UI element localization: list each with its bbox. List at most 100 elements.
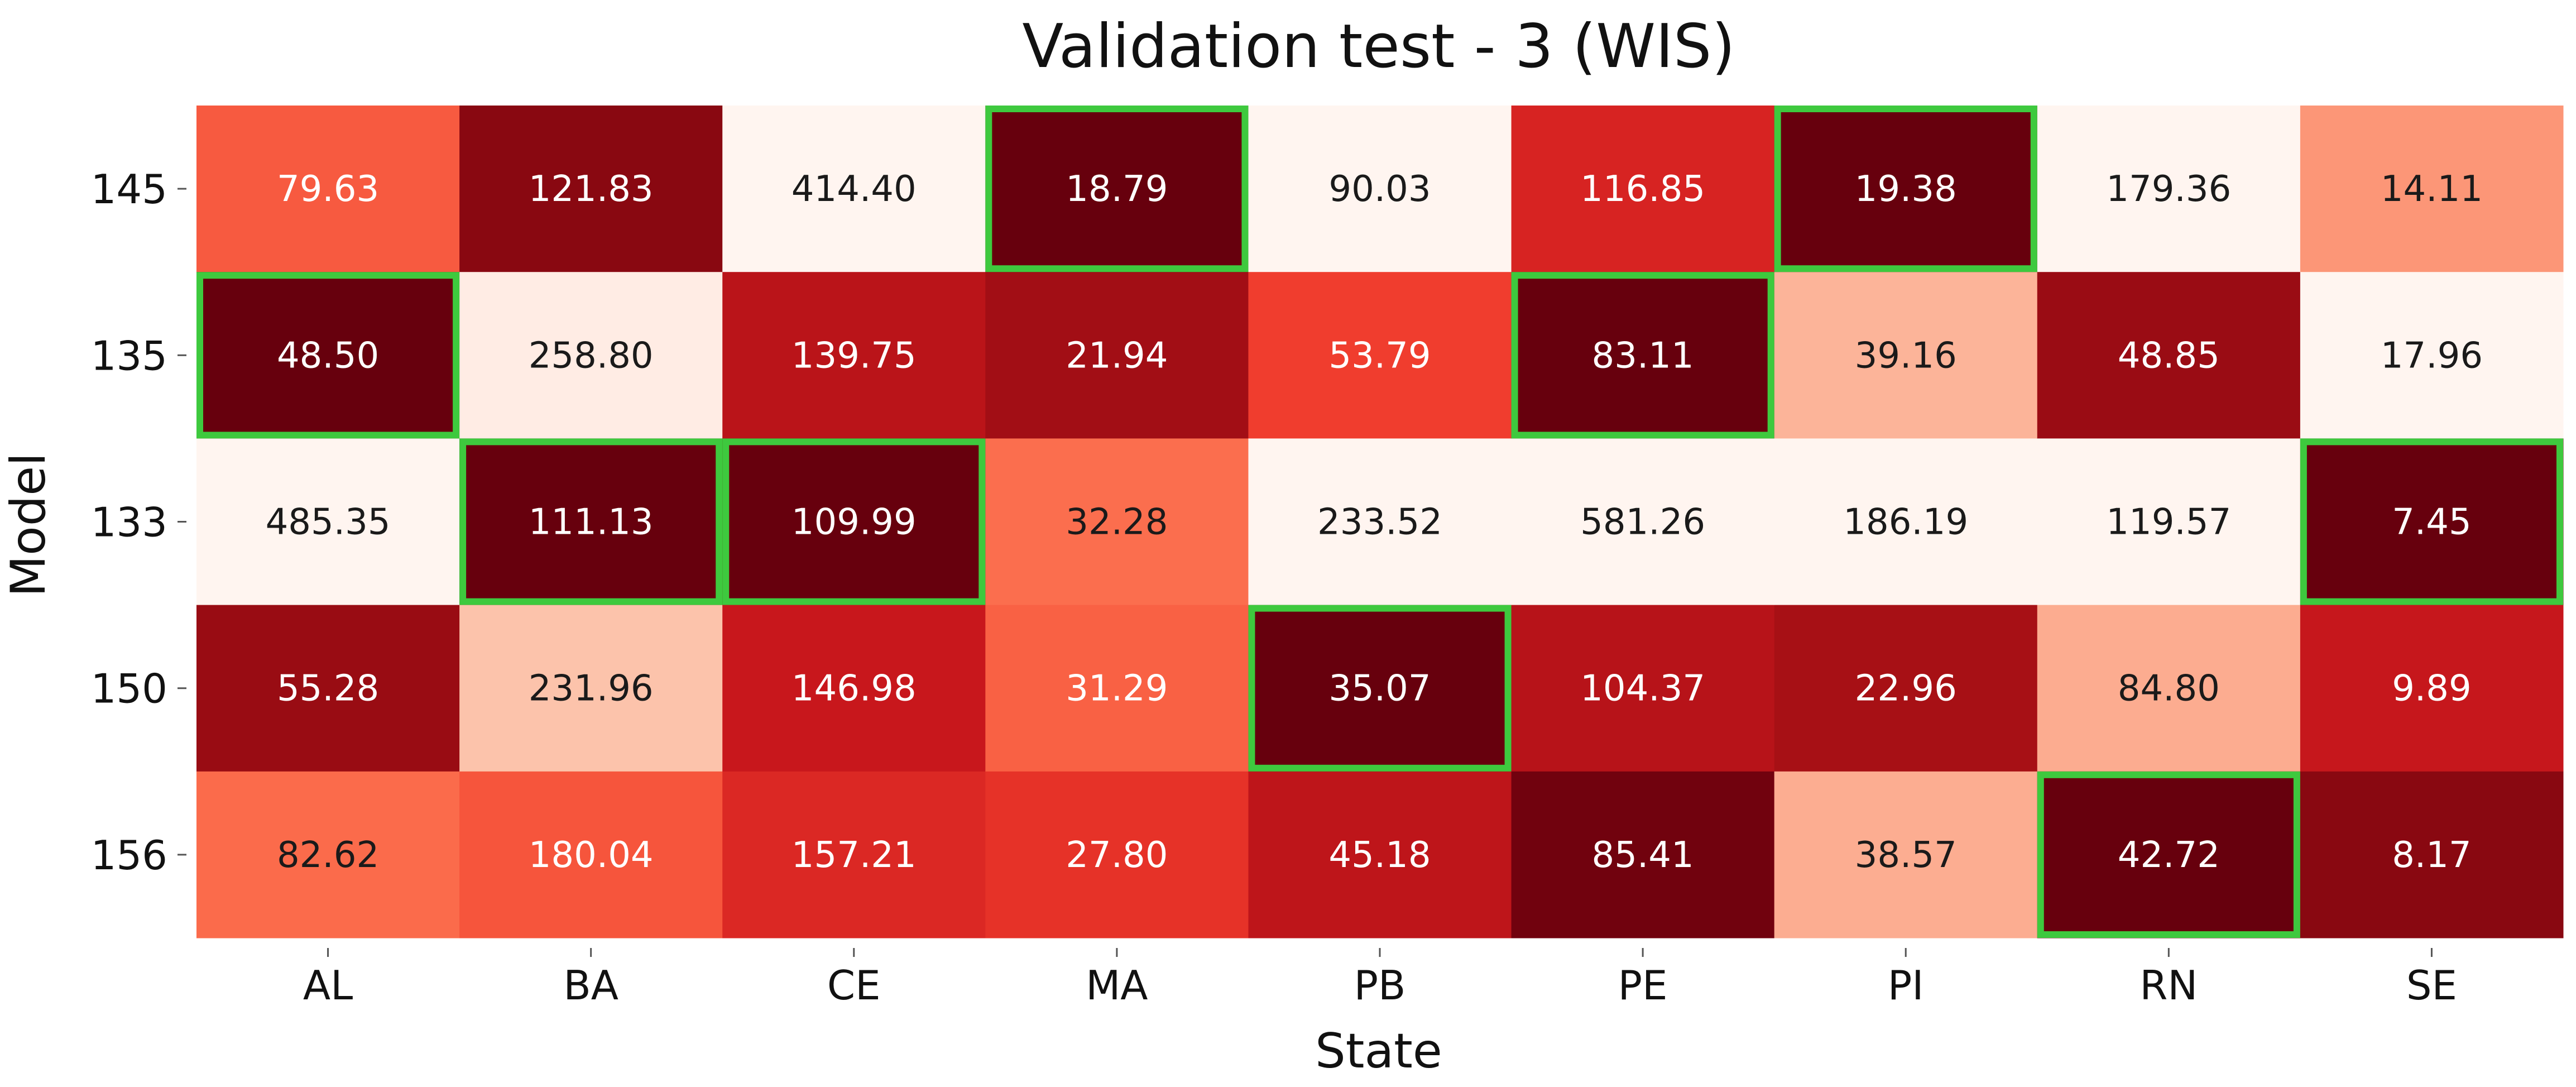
cell-value-label-135-PB: 53.79 <box>1328 335 1431 376</box>
min-highlight-AL <box>196 272 460 439</box>
heatmap-cell-150-MA <box>985 605 1249 772</box>
min-highlight-RN <box>2037 771 2300 938</box>
heatmap-cell-156-SE <box>2300 771 2564 938</box>
cell-value-label-145-PI: 19.38 <box>1855 169 1957 210</box>
cell-value-label-133-CE: 109.99 <box>791 502 917 543</box>
x-tick-label-RN: RN <box>2140 962 2198 1009</box>
x-axis-title: State <box>1315 1023 1442 1079</box>
x-axis: AL BA CE MA PB PE PI RN SE <box>303 948 2457 1009</box>
y-tick-label-145: 145 <box>91 166 167 213</box>
heatmap-cell-145-PE <box>1511 106 1775 272</box>
cell-value-label-145-CE: 414.40 <box>791 169 917 210</box>
cell-value-label-135-SE: 17.96 <box>2381 335 2483 376</box>
cell-value-label-145-BA: 121.83 <box>529 169 654 210</box>
cell-value-label-133-AL: 485.35 <box>266 502 391 543</box>
heatmap-cell-156-BA <box>459 771 723 938</box>
heatmap-cell-133-MA <box>985 438 1249 606</box>
heatmap-cell-156-PI <box>1774 771 2038 938</box>
heatmap-cell-150-BA <box>459 605 723 772</box>
min-highlight-boxes <box>196 106 2563 938</box>
cell-value-label-133-PB: 233.52 <box>1317 502 1442 543</box>
heatmap-cells <box>196 106 2564 938</box>
x-tick-label-CE: CE <box>827 962 881 1009</box>
cell-value-label-145-MA: 18.79 <box>1066 169 1168 210</box>
cell-value-label-133-RN: 119.57 <box>2106 502 2231 543</box>
min-highlight-SE <box>2300 438 2563 605</box>
cell-value-label-150-PE: 104.37 <box>1580 668 1705 710</box>
cell-value-label-135-BA: 258.80 <box>529 335 654 376</box>
cell-value-label-150-SE: 9.89 <box>2392 668 2472 710</box>
x-tick-label-AL: AL <box>303 962 353 1009</box>
heatmap-cell-135-BA <box>459 272 723 439</box>
cell-value-label-133-SE: 7.45 <box>2392 502 2472 543</box>
heatmap-cell-133-PI <box>1774 438 2038 606</box>
y-tick-label-135: 135 <box>91 332 167 379</box>
heatmap-cell-133-SE <box>2300 438 2564 606</box>
heatmap-cell-156-CE <box>722 771 986 938</box>
y-tick-label-150: 150 <box>91 665 167 712</box>
heatmap-cell-145-PI <box>1774 106 2038 272</box>
min-highlight-PE <box>1511 272 1774 439</box>
cell-value-label-133-PI: 186.19 <box>1843 502 1968 543</box>
heatmap-cell-133-RN <box>2037 438 2301 606</box>
cell-value-label-150-CE: 146.98 <box>791 668 917 710</box>
cell-value-label-135-PE: 83.11 <box>1592 335 1694 376</box>
heatmap-cell-135-CE <box>722 272 986 439</box>
min-highlight-CE <box>722 438 986 605</box>
cell-value-label-145-RN: 179.36 <box>2106 169 2231 210</box>
cell-value-label-133-MA: 32.28 <box>1066 502 1168 543</box>
min-highlight-MA <box>985 106 1249 272</box>
cell-value-label-150-BA: 231.96 <box>529 668 654 710</box>
cell-value-label-156-CE: 157.21 <box>791 835 917 876</box>
x-tick-label-PI: PI <box>1888 962 1924 1009</box>
heatmap-cell-133-PB <box>1248 438 1512 606</box>
heatmap-cell-145-PB <box>1248 106 1512 272</box>
heatmap-cell-145-BA <box>459 106 723 272</box>
cell-value-label-156-PI: 38.57 <box>1855 835 1957 876</box>
x-tick-label-PE: PE <box>1618 962 1668 1009</box>
cell-value-labels: 79.63 48.50 485.35 55.28 82.62 121.83 258.80 11… <box>266 169 2483 876</box>
cell-value-label-145-SE: 14.11 <box>2381 169 2483 210</box>
cell-value-label-156-RN: 42.72 <box>2118 835 2220 876</box>
heatmap-cell-133-BA <box>459 438 723 606</box>
x-tick-label-BA: BA <box>563 962 618 1009</box>
heatmap-cell-150-SE <box>2300 605 2564 772</box>
heatmap-cell-156-PB <box>1248 771 1512 938</box>
heatmap-cell-145-RN <box>2037 106 2301 272</box>
x-tick-label-PB: PB <box>1354 962 1406 1009</box>
cell-value-label-156-AL: 82.62 <box>277 835 379 876</box>
heatmap-cell-135-RN <box>2037 272 2301 439</box>
heatmap-cell-133-PE <box>1511 438 1775 606</box>
heatmap-cell-156-MA <box>985 771 1249 938</box>
cell-value-label-150-MA: 31.29 <box>1066 668 1168 710</box>
cell-value-label-150-PI: 22.96 <box>1855 668 1957 710</box>
heatmap-cell-150-PE <box>1511 605 1775 772</box>
heatmap-cell-150-CE <box>722 605 986 772</box>
cell-value-label-133-BA: 111.13 <box>529 502 654 543</box>
x-tick-label-MA: MA <box>1086 962 1148 1009</box>
heatmap-cell-150-PB <box>1248 605 1512 772</box>
heatmap-cell-145-MA <box>985 106 1249 272</box>
min-highlight-PI <box>1774 106 2037 272</box>
cell-value-label-150-PB: 35.07 <box>1328 668 1431 710</box>
min-highlight-BA <box>459 438 723 605</box>
heatmap-cell-150-AL <box>196 605 460 772</box>
heatmap-cell-145-AL <box>196 106 460 272</box>
cell-value-label-135-MA: 21.94 <box>1066 335 1168 376</box>
cell-value-label-156-PB: 45.18 <box>1328 835 1431 876</box>
min-highlight-PB <box>1248 605 1512 772</box>
cell-value-label-145-AL: 79.63 <box>277 169 379 210</box>
heatmap-cell-150-PI <box>1774 605 2038 772</box>
heatmap-cell-145-CE <box>722 106 986 272</box>
cell-value-label-156-PE: 85.41 <box>1592 835 1694 876</box>
heatmap-cell-135-MA <box>985 272 1249 439</box>
cell-value-label-133-PE: 581.26 <box>1580 502 1705 543</box>
cell-value-label-145-PE: 116.85 <box>1580 169 1705 210</box>
y-axis: 145 135 133 150 156 <box>91 166 186 879</box>
cell-value-label-156-BA: 180.04 <box>529 835 654 876</box>
heatmap-cell-135-AL <box>196 272 460 439</box>
cell-value-label-150-RN: 84.80 <box>2118 668 2220 710</box>
cell-value-label-135-RN: 48.85 <box>2118 335 2220 376</box>
chart-title: Validation test - 3 (WIS) <box>1022 12 1735 82</box>
